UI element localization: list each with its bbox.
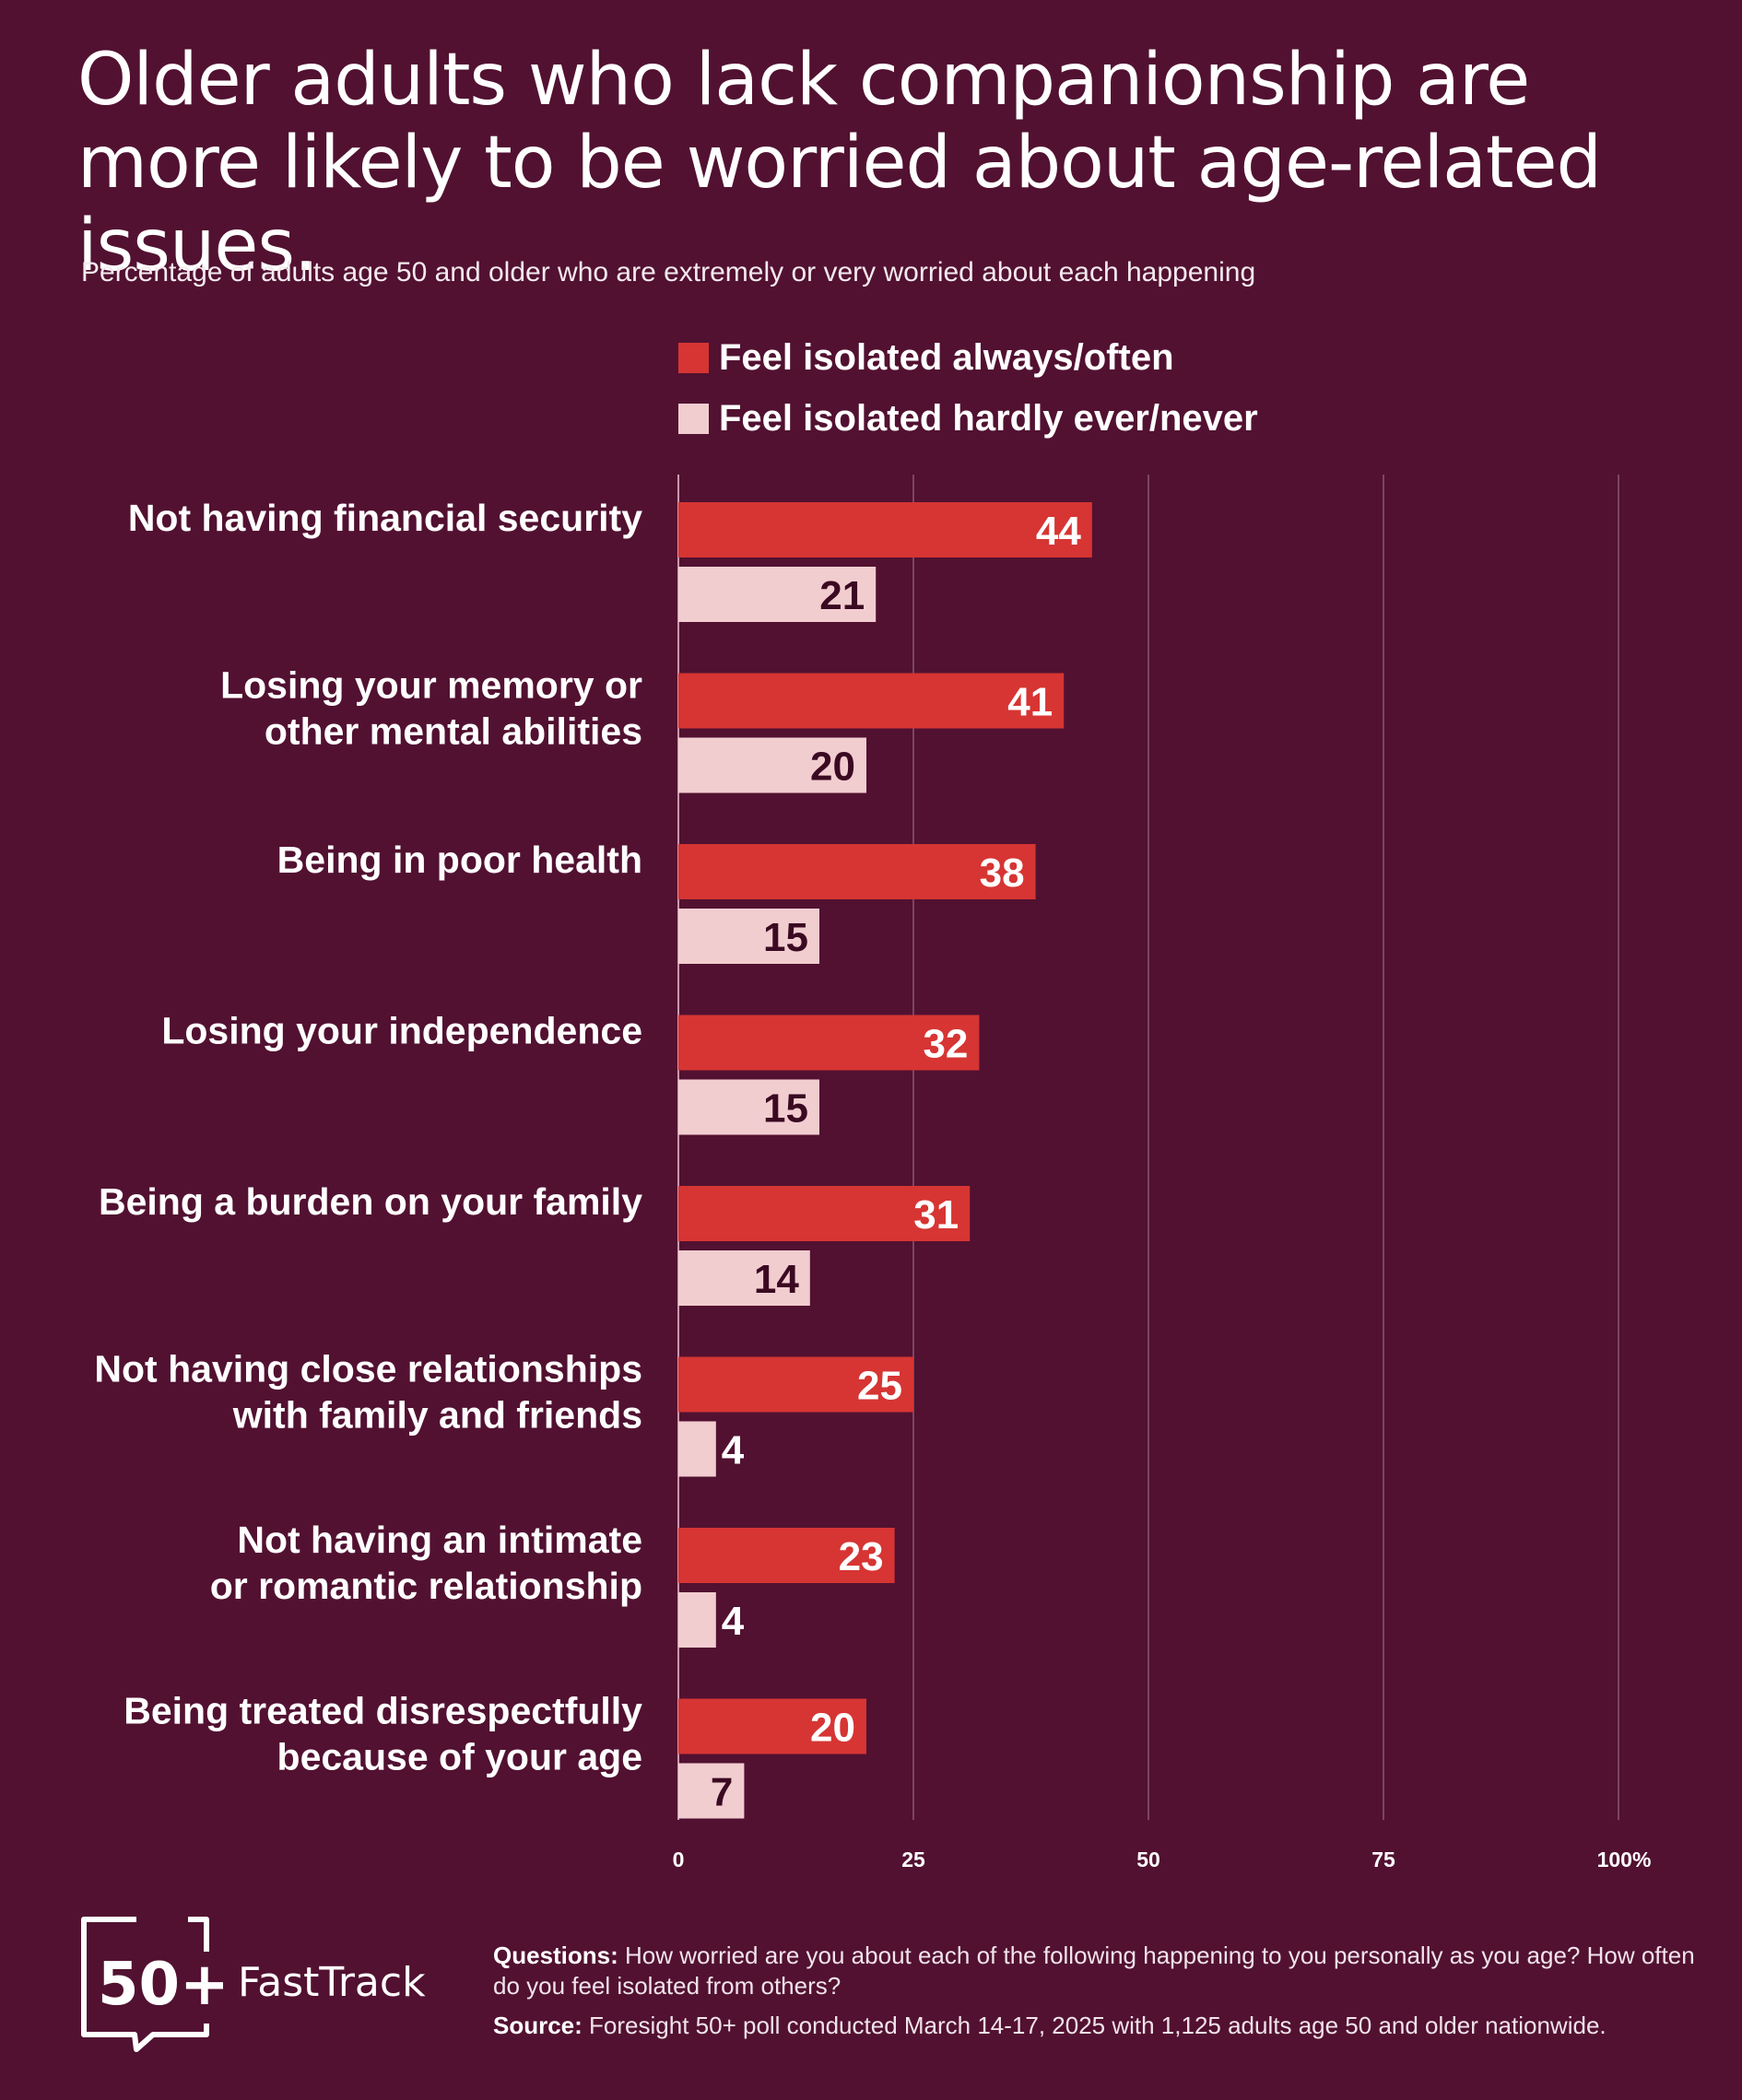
logo-speech-bubble-icon: [81, 1917, 209, 2052]
bar-isolated-often: [678, 1356, 913, 1413]
data-label: 44: [1036, 509, 1081, 554]
bar-isolated-never: [678, 1421, 716, 1477]
legend-label: Feel isolated hardly ever/never: [719, 398, 1258, 439]
x-tick-label: 100%: [1597, 1848, 1652, 1871]
bar-isolated-often: [678, 1186, 971, 1241]
footer-notes: Questions: How worried are you about eac…: [493, 1941, 1710, 2050]
category-label: Not having close relationships with famil…: [94, 1348, 642, 1437]
questions-label: Questions:: [493, 1942, 618, 1969]
data-label: 4: [722, 1599, 745, 1644]
category-label-line: Losing your memory or: [220, 664, 642, 707]
logo-name: FastTrack: [238, 1959, 426, 2006]
x-tick-label: 25: [901, 1848, 925, 1871]
category-label: Losing your independence: [161, 1010, 642, 1052]
category-label-line: Losing your independence: [161, 1010, 642, 1052]
category-label-line: Not having an intimate: [237, 1519, 642, 1561]
bar-isolated-never: [678, 1763, 745, 1819]
bar-isolated-never: [678, 737, 866, 793]
bar-isolated-often: [678, 502, 1092, 557]
category-label: Not having financial security: [128, 497, 642, 539]
fasttrack-logo: 50+ FastTrack: [81, 1917, 426, 2052]
data-label: 31: [913, 1192, 959, 1238]
questions-text: How worried are you about each of the fo…: [493, 1942, 1695, 2000]
category-label-line: other mental abilities: [265, 710, 642, 753]
data-label: 4: [722, 1428, 745, 1473]
bar-isolated-often: [678, 1528, 895, 1583]
data-label: 20: [810, 1706, 855, 1751]
category-label-line: because of your age: [277, 1736, 642, 1778]
chart-subtitle: Percentage of adults age 50 and older wh…: [81, 257, 1256, 287]
data-label: 32: [923, 1022, 968, 1067]
x-tick-label: 75: [1371, 1848, 1395, 1871]
chart-title: Older adults who lack companionship are …: [77, 39, 1602, 287]
logo-number: 50+: [98, 1951, 230, 2019]
category-label: Being in poor health: [277, 839, 642, 881]
source-note: Source: Foresight 50+ poll conducted Mar…: [493, 2011, 1710, 2041]
data-label: 15: [763, 915, 808, 960]
data-label: 7: [711, 1770, 733, 1815]
legend-label: Feel isolated always/often: [719, 337, 1174, 378]
bar-isolated-never: [678, 909, 819, 964]
data-label: 20: [810, 745, 855, 790]
data-label: 14: [754, 1257, 799, 1302]
bar-isolated-often: [678, 1015, 980, 1071]
bar-isolated-never: [678, 1079, 819, 1135]
data-label: 15: [763, 1086, 808, 1132]
data-label: 21: [819, 573, 865, 618]
legend-swatch: [678, 343, 709, 373]
category-label-line: Being a burden on your family: [99, 1180, 642, 1223]
category-label-line: or romantic relationship: [210, 1565, 642, 1607]
category-label-line: Not having financial security: [128, 497, 642, 539]
category-label-line: Not having close relationships: [94, 1348, 642, 1390]
bar-isolated-never: [678, 1250, 810, 1306]
data-label: 25: [857, 1364, 902, 1409]
bar-isolated-never: [678, 1592, 716, 1648]
data-label: 23: [839, 1534, 884, 1579]
bar-isolated-often: [678, 844, 1036, 899]
x-tick-label: 50: [1136, 1848, 1160, 1871]
source-text: Foresight 50+ poll conducted March 14-17…: [589, 2012, 1607, 2039]
category-label: Losing your memory or other mental abilit…: [220, 664, 642, 753]
bar-isolated-often: [678, 673, 1065, 729]
bar-isolated-never: [678, 567, 877, 622]
questions-note: Questions: How worried are you about eac…: [493, 1941, 1710, 2001]
data-label: 38: [980, 851, 1025, 896]
x-tick-label: 0: [673, 1848, 685, 1871]
category-label: Being treated disrespectfully because of …: [124, 1690, 642, 1778]
category-label: Not having an intimate or romantic relati…: [210, 1519, 642, 1607]
data-label: 41: [1007, 680, 1053, 725]
source-label: Source:: [493, 2012, 583, 2039]
legend-swatch: [678, 404, 709, 434]
category-label-line: with family and friends: [232, 1394, 642, 1437]
category-label-line: Being in poor health: [277, 839, 642, 881]
bar-isolated-often: [678, 1698, 866, 1754]
category-label-line: Being treated disrespectfully: [124, 1690, 642, 1732]
category-label: Being a burden on your family: [99, 1180, 642, 1223]
